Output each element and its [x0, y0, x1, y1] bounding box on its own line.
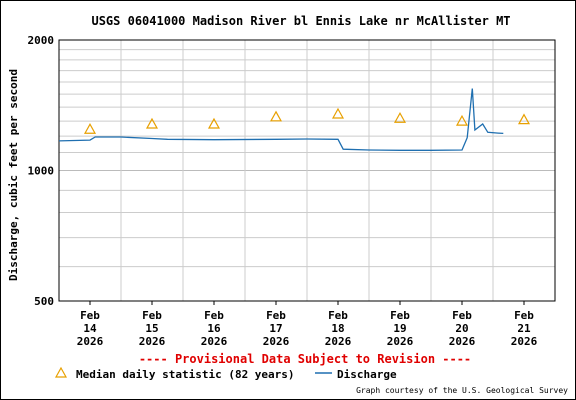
usgs-credit: Graph courtesy of the U.S. Geological Su… — [356, 386, 568, 395]
chart-title: USGS 06041000 Madison River bl Ennis Lak… — [91, 14, 510, 28]
grid — [59, 40, 555, 301]
y-tick-label: 1000 — [28, 165, 55, 178]
legend: Median daily statistic (82 years) Discha… — [54, 366, 397, 381]
discharge-line — [58, 88, 504, 151]
legend-discharge-label: Discharge — [337, 368, 397, 381]
series-layer — [58, 88, 531, 151]
legend-median-triangle-icon — [54, 366, 68, 378]
x-tick-month: Feb — [452, 309, 472, 322]
x-tick-month: Feb — [204, 309, 224, 322]
median-marker — [455, 114, 469, 126]
y-axis-label: Discharge, cubic feet per second — [7, 69, 20, 281]
y-tick-label: 500 — [34, 295, 54, 308]
x-tick-year: 2026 — [387, 335, 414, 348]
x-tick-year: 2026 — [139, 335, 166, 348]
x-tick-day: 21 — [517, 322, 531, 335]
y-tick-label: 2000 — [28, 34, 55, 47]
x-tick-month: Feb — [266, 309, 286, 322]
x-tick-month: Feb — [514, 309, 534, 322]
x-tick-year: 2026 — [511, 335, 538, 348]
x-tick-day: 18 — [331, 322, 344, 335]
x-tick-day: 14 — [83, 322, 97, 335]
x-tick-day: 19 — [393, 322, 406, 335]
median-marker — [517, 113, 531, 125]
x-tick-month: Feb — [80, 309, 100, 322]
x-tick-day: 16 — [207, 322, 221, 335]
x-tick-day: 20 — [455, 322, 468, 335]
legend-median-label: Median daily statistic (82 years) — [76, 368, 295, 381]
x-tick-year: 2026 — [77, 335, 104, 348]
x-tick-year: 2026 — [449, 335, 476, 348]
median-marker — [331, 107, 345, 119]
x-tick-year: 2026 — [201, 335, 228, 348]
x-tick-month: Feb — [390, 309, 410, 322]
x-tick-month: Feb — [328, 309, 348, 322]
axis-ticks: 50010002000Feb142026Feb152026Feb162026Fe… — [28, 34, 538, 348]
median-marker — [207, 117, 221, 129]
x-tick-year: 2026 — [263, 335, 290, 348]
median-marker — [145, 117, 159, 129]
median-marker — [393, 111, 407, 123]
x-tick-year: 2026 — [325, 335, 352, 348]
x-tick-day: 17 — [269, 322, 282, 335]
median-marker — [269, 110, 283, 122]
x-tick-month: Feb — [142, 309, 162, 322]
provisional-data-note: ---- Provisional Data Subject to Revisio… — [139, 352, 471, 366]
median-marker — [83, 123, 97, 134]
plot-area — [58, 39, 556, 302]
x-tick-day: 15 — [145, 322, 158, 335]
